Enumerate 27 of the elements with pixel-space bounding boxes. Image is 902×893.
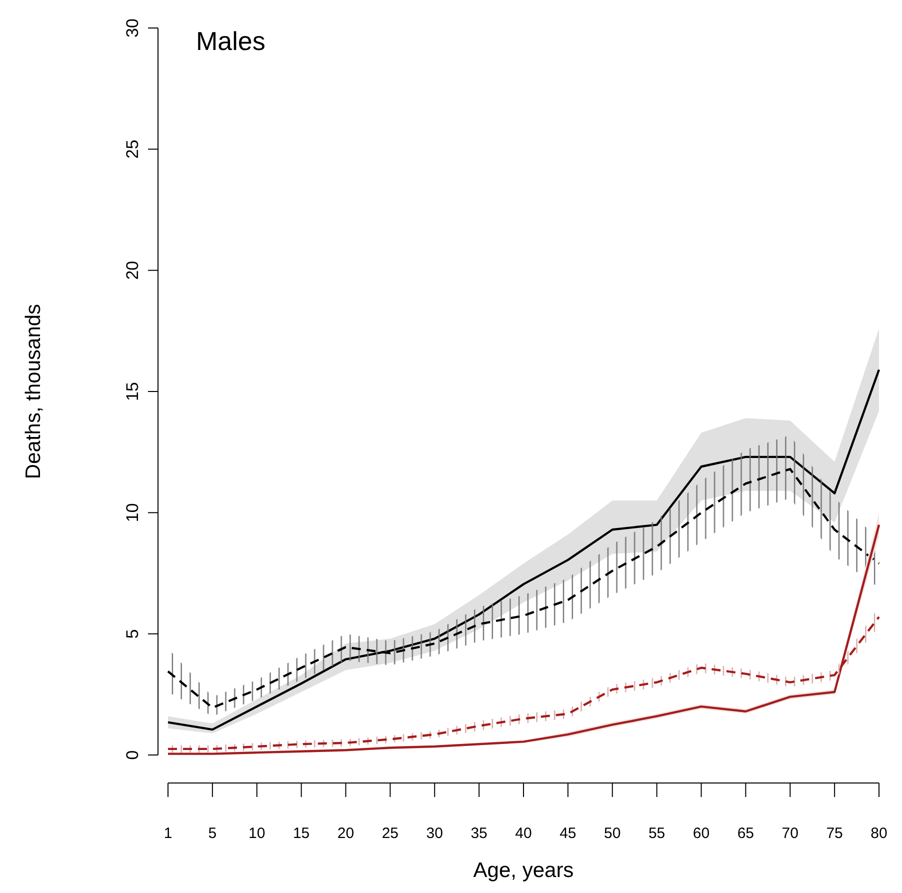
y-tick-label: 0 [123,750,142,760]
x-tick-label: 60 [692,825,710,842]
x-tick-label: 70 [782,825,798,842]
y-axis-title: Deaths, thousands [22,304,45,480]
x-tick-label: 1 [164,825,172,842]
x-tick-label: 40 [515,825,532,842]
chart-title: Males [196,26,266,56]
x-tick-label: 35 [470,825,488,842]
x-tick-label: 50 [604,825,621,842]
x-tick-label: 5 [208,825,217,842]
y-tick-label: 15 [123,382,142,401]
x-tick-label: 25 [382,825,399,842]
x-tick-label: 15 [292,825,310,842]
x-tick-label: 30 [426,825,443,842]
x-axis-title: Age, years [473,859,574,882]
x-tick-label: 10 [248,825,266,842]
x-tick-label: 20 [337,825,354,842]
y-tick-label: 30 [123,18,142,38]
y-tick-label: 20 [123,260,142,280]
x-tick-label: 80 [870,825,888,842]
x-tick-label: 45 [560,825,576,842]
y-tick-label: 25 [123,140,142,159]
x-tick-label: 65 [737,825,754,842]
y-tick-label: 5 [123,629,142,639]
x-tick-label: 55 [648,825,666,842]
x-tick-label: 75 [826,825,843,842]
y-tick-label: 10 [123,503,142,522]
